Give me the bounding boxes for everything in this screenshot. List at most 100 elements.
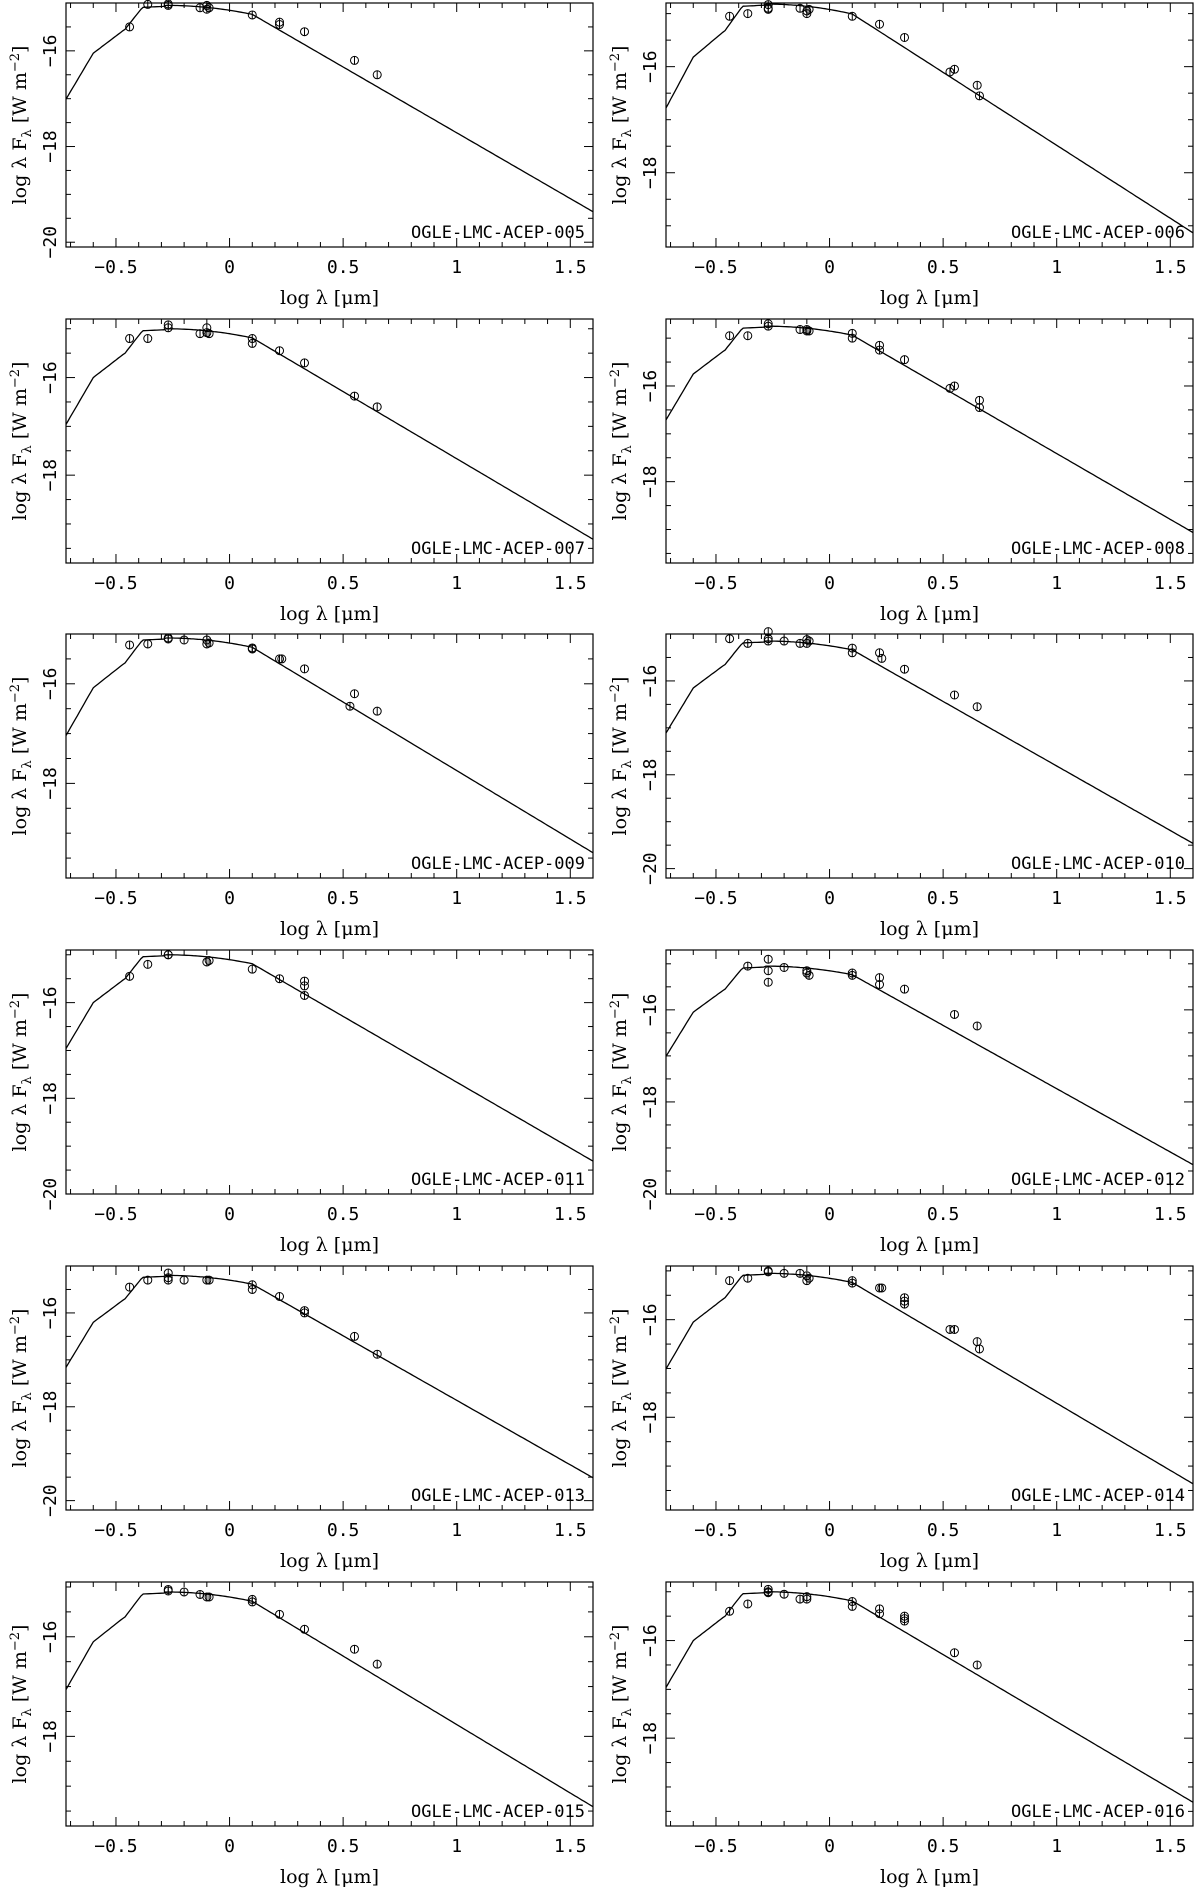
y-tick-label: −16 xyxy=(40,361,61,394)
model-sed-line xyxy=(666,3,1193,234)
x-tick-label: 0.5 xyxy=(927,1520,960,1541)
model-sed-line xyxy=(666,1591,1193,1803)
plot-frame xyxy=(65,318,594,564)
y-axis-label: log λ Fλ [W m−2] xyxy=(8,1625,35,1784)
x-tick-label: 1 xyxy=(451,573,462,594)
star-name-label: OGLE-LMC-ACEP-005 xyxy=(411,223,585,243)
y-tick-label: −16 xyxy=(40,1621,61,1654)
y-tick-label: −18 xyxy=(40,1391,61,1424)
sed-panel: −0.5 0 0.5 1 1.5 −16 −18 −20 OGLE-LMC-ACEP-012 lo… xyxy=(608,949,1194,1256)
star-name-label: OGLE-LMC-ACEP-015 xyxy=(411,1802,585,1822)
star-name-label: OGLE-LMC-ACEP-010 xyxy=(1011,854,1185,874)
x-tick-label: 1.5 xyxy=(554,1520,587,1541)
x-tick-label: 0.5 xyxy=(327,573,360,594)
y-tick-label: −16 xyxy=(640,50,661,83)
x-tick-label: −0.5 xyxy=(94,1204,137,1225)
x-axis-label: log λ [μm] xyxy=(880,603,979,625)
sed-panel: −0.5 0 0.5 1 1.5 −16 −18 −20 OGLE-LMC-ACEP-011 lo… xyxy=(8,949,594,1256)
y-tick-label: −16 xyxy=(640,665,661,698)
y-tick-label: −18 xyxy=(640,156,661,189)
sed-panel: −0.5 0 0.5 1 1.5 −16 −18 OGLE-LMC-ACEP-014 log λ… xyxy=(608,1265,1194,1572)
x-tick-label: 1.5 xyxy=(1154,888,1187,909)
sed-panel: −0.5 0 0.5 1 1.5 −16 −18 OGLE-LMC-ACEP-015 log λ… xyxy=(8,1581,594,1888)
y-tick-label: −18 xyxy=(40,1082,61,1115)
x-axis-label: log λ [μm] xyxy=(280,603,379,625)
sed-panel: −0.5 0 0.5 1 1.5 −16 −18 OGLE-LMC-ACEP-006 log λ… xyxy=(608,0,1194,309)
plot-frame xyxy=(665,949,1194,1195)
y-axis-label: log λ Fλ [W m−2] xyxy=(608,993,635,1152)
y-axis-label: log λ Fλ [W m−2] xyxy=(608,1309,635,1468)
y-tick-label: −18 xyxy=(640,1722,661,1755)
x-tick-label: 0 xyxy=(824,573,835,594)
y-tick-label: −16 xyxy=(640,994,661,1027)
x-tick-label: 0 xyxy=(824,1836,835,1857)
plot-frame xyxy=(665,633,1194,879)
star-name-label: OGLE-LMC-ACEP-014 xyxy=(1011,1486,1185,1506)
sed-panel: −0.5 0 0.5 1 1.5 −16 −18 −20 OGLE-LMC-ACEP-005 lo… xyxy=(8,0,594,309)
x-axis-label: log λ [μm] xyxy=(880,1550,979,1572)
x-tick-label: 1 xyxy=(451,257,462,278)
x-tick-label: 1.5 xyxy=(1154,1520,1187,1541)
x-tick-label: 0 xyxy=(824,888,835,909)
x-tick-label: 0.5 xyxy=(927,1836,960,1857)
y-tick-label: −20 xyxy=(40,1484,61,1517)
x-tick-label: 0 xyxy=(224,1520,235,1541)
y-tick-label: −18 xyxy=(40,459,61,492)
x-tick-label: 0 xyxy=(224,257,235,278)
plot-frame xyxy=(65,1581,594,1827)
y-tick-label: −18 xyxy=(40,767,61,800)
sed-panel: −0.5 0 0.5 1 1.5 −16 −18 OGLE-LMC-ACEP-008 log λ… xyxy=(608,318,1194,625)
y-axis-label: log λ Fλ [W m−2] xyxy=(8,46,35,205)
y-tick-label: −16 xyxy=(640,1303,661,1336)
x-tick-label: 1.5 xyxy=(554,573,587,594)
x-tick-label: 1.5 xyxy=(554,257,587,278)
y-axis-label: log λ Fλ [W m−2] xyxy=(608,677,635,836)
plot-frame xyxy=(665,1265,1194,1511)
x-tick-label: −0.5 xyxy=(94,1836,137,1857)
y-tick-label: −18 xyxy=(40,130,61,163)
x-tick-label: 0.5 xyxy=(327,1520,360,1541)
star-name-label: OGLE-LMC-ACEP-011 xyxy=(411,1170,585,1190)
x-tick-label: −0.5 xyxy=(694,573,737,594)
plot-frame xyxy=(65,633,594,879)
x-tick-label: 1 xyxy=(1051,257,1062,278)
star-name-label: OGLE-LMC-ACEP-006 xyxy=(1011,223,1185,243)
plot-frame xyxy=(665,2,1194,248)
x-tick-label: 1.5 xyxy=(1154,1204,1187,1225)
x-tick-label: 1.5 xyxy=(554,888,587,909)
model-sed-line xyxy=(66,1591,593,1808)
model-sed-line xyxy=(66,1274,593,1479)
x-axis-label: log λ [μm] xyxy=(880,1234,979,1256)
x-tick-label: −0.5 xyxy=(694,1204,737,1225)
y-tick-label: −16 xyxy=(40,668,61,701)
y-axis-label: log λ Fλ [W m−2] xyxy=(8,1309,35,1468)
x-tick-label: 0.5 xyxy=(327,888,360,909)
model-sed-line xyxy=(666,640,1193,844)
x-axis-label: log λ [μm] xyxy=(880,918,979,940)
plot-frame xyxy=(65,949,594,1195)
y-tick-label: −18 xyxy=(40,1720,61,1753)
x-axis-label: log λ [μm] xyxy=(280,1550,379,1572)
model-sed-line xyxy=(66,328,593,540)
x-tick-label: −0.5 xyxy=(94,1520,137,1541)
x-tick-label: 0 xyxy=(824,1520,835,1541)
x-tick-label: 1 xyxy=(1051,1204,1062,1225)
y-tick-label: −18 xyxy=(640,465,661,498)
x-axis-label: log λ [μm] xyxy=(280,287,379,309)
plot-frame xyxy=(65,2,594,248)
star-name-label: OGLE-LMC-ACEP-013 xyxy=(411,1486,585,1506)
x-tick-label: 0 xyxy=(224,1836,235,1857)
y-axis-label: log λ Fλ [W m−2] xyxy=(608,1625,635,1784)
sed-panel: −0.5 0 0.5 1 1.5 −16 −18 −20 OGLE-LMC-ACEP-010 lo… xyxy=(608,627,1194,940)
star-name-label: OGLE-LMC-ACEP-007 xyxy=(411,539,585,559)
sed-panel: −0.5 0 0.5 1 1.5 −16 −18 OGLE-LMC-ACEP-007 log λ… xyxy=(8,318,594,625)
y-tick-label: −20 xyxy=(40,1178,61,1211)
sed-panel: −0.5 0 0.5 1 1.5 −16 −18 OGLE-LMC-ACEP-009 log λ… xyxy=(8,633,594,940)
x-axis-label: log λ [μm] xyxy=(280,1234,379,1256)
x-tick-label: 1.5 xyxy=(554,1836,587,1857)
plot-frame xyxy=(665,318,1194,564)
star-name-label: OGLE-LMC-ACEP-009 xyxy=(411,854,585,874)
x-tick-label: 0.5 xyxy=(327,1836,360,1857)
x-axis-label: log λ [μm] xyxy=(280,1866,379,1888)
sed-panel: −0.5 0 0.5 1 1.5 −16 −18 −20 OGLE-LMC-ACEP-013 lo… xyxy=(8,1265,594,1572)
